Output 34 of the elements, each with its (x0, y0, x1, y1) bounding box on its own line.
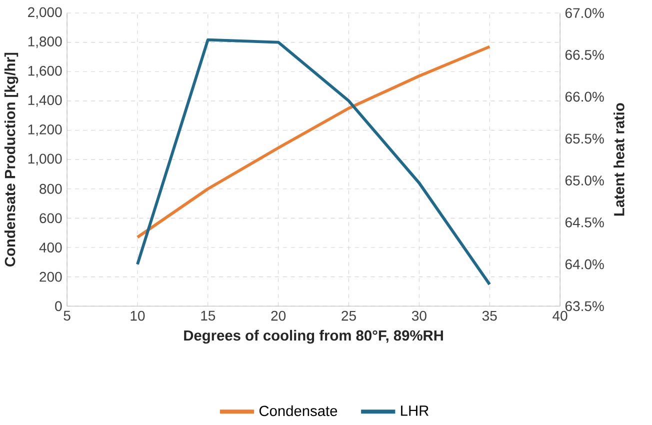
y-tick-label: 800 (40, 184, 62, 194)
x-tick-label: 25 (342, 310, 356, 321)
y2-tick-label: 65.0% (565, 176, 604, 186)
legend-label: Condensate (259, 405, 338, 416)
y-tick-label: 400 (39, 242, 62, 253)
x-tick-label: 35 (482, 310, 497, 321)
x-tick-label: 5 (64, 310, 70, 321)
y-tick-label: 1,400 (28, 95, 62, 107)
y-tick-label: 1,600 (28, 66, 62, 78)
x-tick-label: 15 (201, 310, 216, 321)
y2-tick-label: 66.0% (565, 92, 604, 102)
y-tick-label: 1,000 (28, 154, 62, 166)
y-axis-title: Condensate Production [kg/hr] (4, 53, 18, 267)
y-tick-label: 0 (55, 301, 62, 312)
x-tick-label: 10 (130, 310, 145, 321)
y-tick-label: 1,800 (28, 36, 62, 48)
y-tick-label: 1,200 (28, 124, 62, 136)
y2-tick-label: 67.0% (565, 8, 604, 18)
y-tick-label: 200 (40, 272, 62, 282)
y2-tick-label: 65.5% (565, 134, 604, 144)
line-series (136, 38, 492, 286)
y2-axis-title: Latent heat ratio (614, 103, 624, 216)
y2-tick-label: 66.5% (565, 50, 604, 60)
y2-tick-label: 64.0% (565, 259, 604, 270)
x-tick-label: 30 (412, 310, 426, 321)
y2-tick-label: 64.5% (565, 218, 604, 228)
y-tick-label: 2,000 (28, 7, 62, 19)
line-series (136, 45, 492, 239)
x-axis-title: Degrees of cooling from 80°F, 89%RH (184, 330, 443, 344)
y2-tick-label: 63.5% (565, 301, 604, 312)
x-tick-label: 20 (271, 310, 286, 321)
x-tick-label: 40 (552, 310, 568, 321)
legend-label: LHR (401, 406, 428, 416)
y-tick-label: 600 (40, 213, 62, 224)
